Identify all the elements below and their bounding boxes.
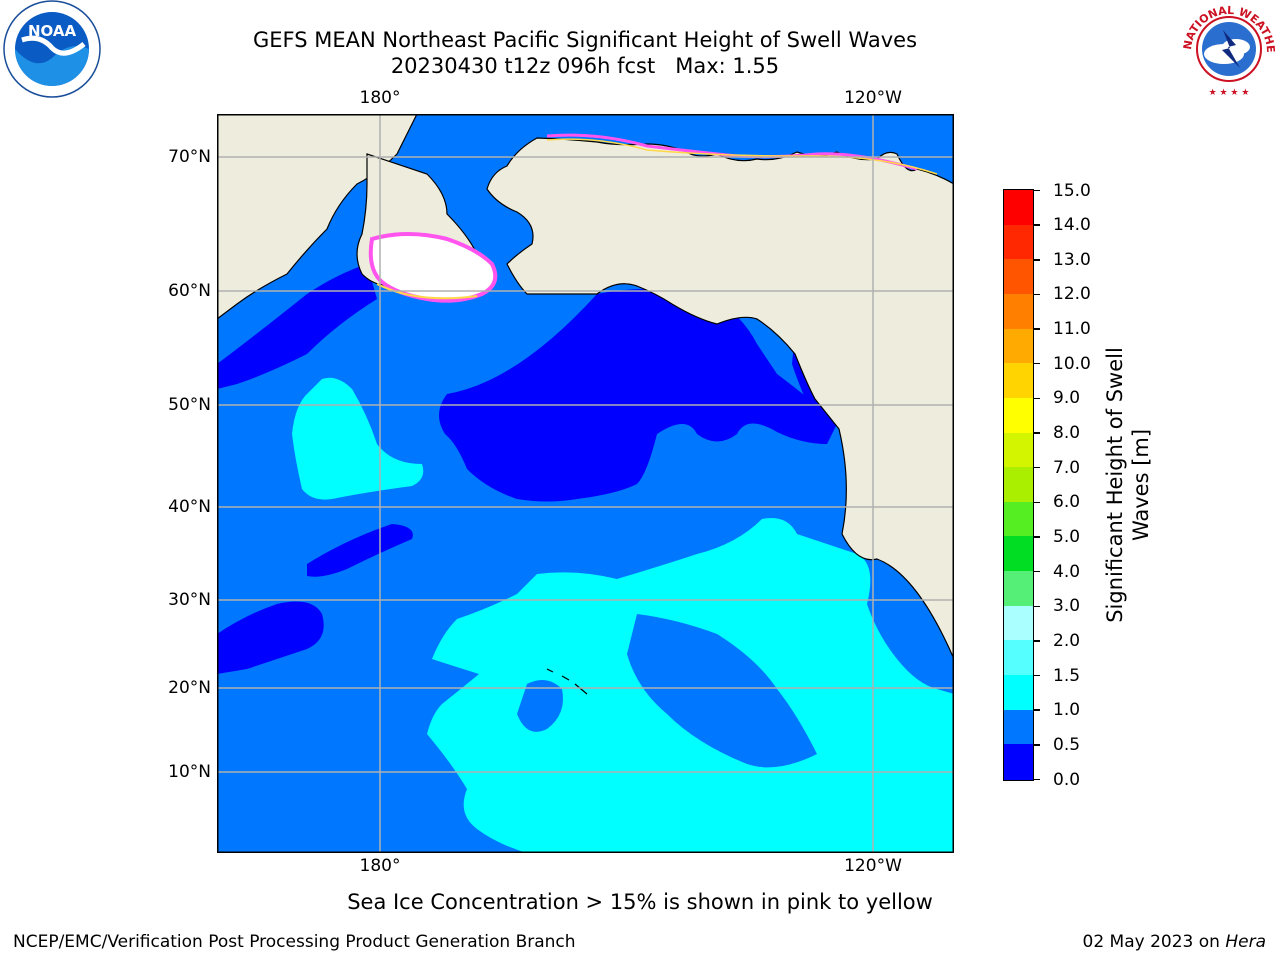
colorbar-title-line1: Significant Height of Swell	[1103, 347, 1127, 623]
noaa-logo: NOAA	[0, 0, 106, 100]
sea-ice-arctic-coast-yellow	[546, 138, 938, 175]
colorbar-tick-label: 0.5	[1053, 734, 1081, 755]
colorbar-segment	[1004, 501, 1033, 538]
colorbar-tick	[1034, 570, 1040, 573]
footer-date-text: 02 May 2023 on	[1082, 932, 1226, 952]
nws-logo: NATIONAL WEATHER SERVICE ★ ★ ★ ★	[1174, 0, 1280, 100]
colorbar-segment	[1004, 363, 1033, 399]
colorbar-tick-label: 12.0	[1053, 284, 1091, 305]
colorbar-tick-label: 10.0	[1053, 353, 1091, 374]
swell-region-mid-hawaii-low	[517, 680, 563, 732]
lon-label-top-180: 180°	[359, 88, 401, 108]
lat-label-60n: 60°N	[168, 281, 211, 301]
colorbar-segment	[1004, 190, 1033, 226]
colorbar-segment	[1004, 432, 1033, 468]
colorbar-segment	[1004, 259, 1033, 295]
sea-ice-edge-yellow	[376, 283, 478, 300]
colorbar-tick-label: 4.0	[1053, 561, 1081, 582]
lat-label-30n: 30°N	[168, 590, 211, 610]
swell-region-low-west-tropics	[217, 601, 324, 674]
colorbar-tick-label: 13.0	[1053, 249, 1091, 270]
colorbar-segment	[1004, 709, 1033, 745]
colorbar-title: Significant Height of Swell Waves [m]	[1102, 347, 1154, 623]
colorbar-tick	[1034, 674, 1040, 677]
colorbar-tick	[1034, 501, 1040, 504]
colorbar	[1003, 189, 1034, 781]
colorbar-tick-label: 8.0	[1053, 423, 1081, 444]
colorbar-tick-label: 11.0	[1053, 319, 1091, 340]
colorbar-tick	[1034, 362, 1040, 365]
colorbar-tick-label: 3.0	[1053, 596, 1081, 617]
colorbar-segment	[1004, 744, 1033, 780]
lat-label-70n: 70°N	[168, 147, 211, 167]
swell-region-low-north-pacific-band	[307, 524, 413, 577]
map-frame	[217, 114, 954, 853]
colorbar-segment	[1004, 675, 1033, 711]
footer-host: Hera	[1225, 932, 1266, 952]
colorbar-tick	[1034, 328, 1040, 330]
colorbar-tick	[1034, 778, 1040, 781]
colorbar-tick-label: 1.5	[1053, 665, 1081, 686]
colorbar-title-line2: Waves [m]	[1129, 428, 1153, 542]
colorbar-segment	[1004, 571, 1033, 607]
colorbar-tick	[1034, 536, 1040, 538]
lat-label-50n: 50°N	[168, 395, 211, 415]
colorbar-tick	[1034, 709, 1040, 711]
lat-label-20n: 20°N	[168, 678, 211, 698]
colorbar-tick-label: 7.0	[1053, 457, 1081, 478]
colorbar-segment	[1004, 224, 1033, 260]
swell-region-low-bering-coast	[217, 264, 377, 389]
sea-ice-note: Sea Ice Concentration > 15% is shown in …	[347, 890, 933, 914]
colorbar-tick-label: 14.0	[1053, 215, 1091, 236]
footer-credit: NCEP/EMC/Verification Post Processing Pr…	[13, 932, 576, 952]
colorbar-tick	[1034, 744, 1040, 746]
colorbar-segment	[1004, 640, 1033, 676]
colorbar-segment	[1004, 293, 1033, 330]
sea-ice-arctic-coast	[546, 133, 918, 171]
colorbar-tick	[1034, 259, 1040, 261]
colorbar-tick-label: 9.0	[1053, 388, 1081, 409]
colorbar-segment	[1004, 397, 1033, 434]
colorbar-tick	[1034, 466, 1040, 469]
colorbar-tick-label: 2.0	[1053, 630, 1081, 651]
footer-date: 02 May 2023 on Hera	[1083, 932, 1267, 952]
colorbar-segment	[1004, 536, 1033, 572]
swell-region-low-gulf-of-alaska	[438, 289, 837, 502]
colorbar-tick	[1034, 432, 1040, 434]
colorbar-segment	[1004, 605, 1033, 641]
colorbar-tick	[1034, 640, 1040, 642]
lon-label-top-120w: 120°W	[844, 88, 902, 108]
svg-text:NOAA: NOAA	[28, 22, 77, 40]
colorbar-segment	[1004, 467, 1033, 503]
colorbar-tick-label: 5.0	[1053, 526, 1081, 547]
map-gridlines	[217, 114, 954, 853]
colorbar-tick-label: 0.0	[1053, 769, 1081, 790]
swell-region-mid-east-tongue	[627, 614, 817, 768]
lon-label-bottom-120w: 120°W	[844, 856, 902, 876]
lat-label-40n: 40°N	[168, 497, 211, 517]
colorbar-tick	[1034, 189, 1040, 192]
swell-region-mid-northwest	[292, 377, 424, 500]
hawaiian-islands	[546, 668, 588, 695]
colorbar-tick	[1034, 293, 1040, 296]
colorbar-tick-label: 15.0	[1053, 180, 1091, 201]
colorbar-tick-label: 6.0	[1053, 492, 1081, 513]
chart-subtitle: 20230430 t12z 096h fcst Max: 1.55	[390, 54, 780, 78]
map-panel	[217, 114, 954, 853]
svg-text:★ ★ ★ ★: ★ ★ ★ ★	[1209, 88, 1250, 98]
colorbar-tick	[1034, 224, 1040, 226]
lon-label-bottom-180: 180°	[359, 856, 401, 876]
chart-title: GEFS MEAN Northeast Pacific Significant …	[252, 28, 918, 52]
colorbar-tick-label: 1.0	[1053, 700, 1081, 721]
lat-label-10n: 10°N	[168, 762, 211, 782]
colorbar-tick	[1034, 397, 1040, 400]
colorbar-segment	[1004, 328, 1033, 364]
sea-ice-bering	[368, 232, 498, 303]
colorbar-tick	[1034, 605, 1040, 607]
